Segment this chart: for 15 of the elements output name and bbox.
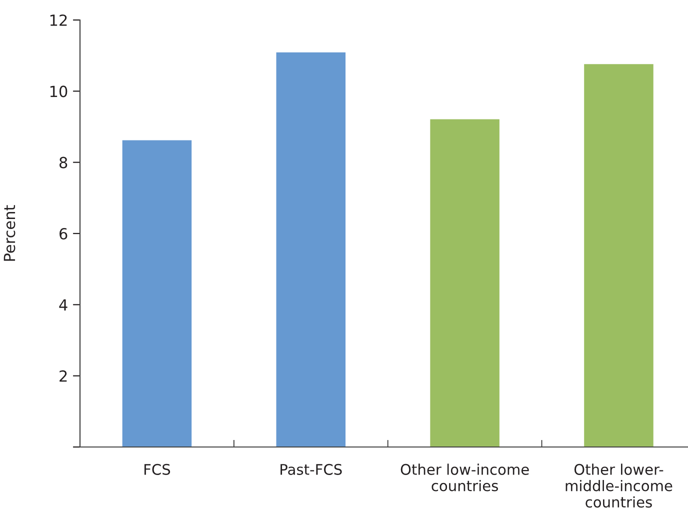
- x-tick-label: Other low-income countries: [400, 464, 529, 492]
- y-tick-label: 10: [50, 86, 68, 98]
- bar: [584, 64, 654, 447]
- x-tick-label: Past-FCS: [280, 464, 342, 475]
- bar: [430, 119, 500, 447]
- y-tick-label: 2: [60, 370, 67, 382]
- y-tick-label: 4: [59, 299, 68, 310]
- x-tick-label: Other lower- middle-income countries: [566, 464, 672, 508]
- x-tick-label: FCS: [144, 464, 170, 475]
- y-tick-label: 12: [50, 14, 67, 26]
- y-tick-label: 6: [60, 228, 68, 240]
- y-tick-label: 8: [60, 156, 68, 168]
- bar: [122, 140, 192, 447]
- y-axis-title: Percent: [4, 205, 16, 261]
- bar: [276, 52, 346, 447]
